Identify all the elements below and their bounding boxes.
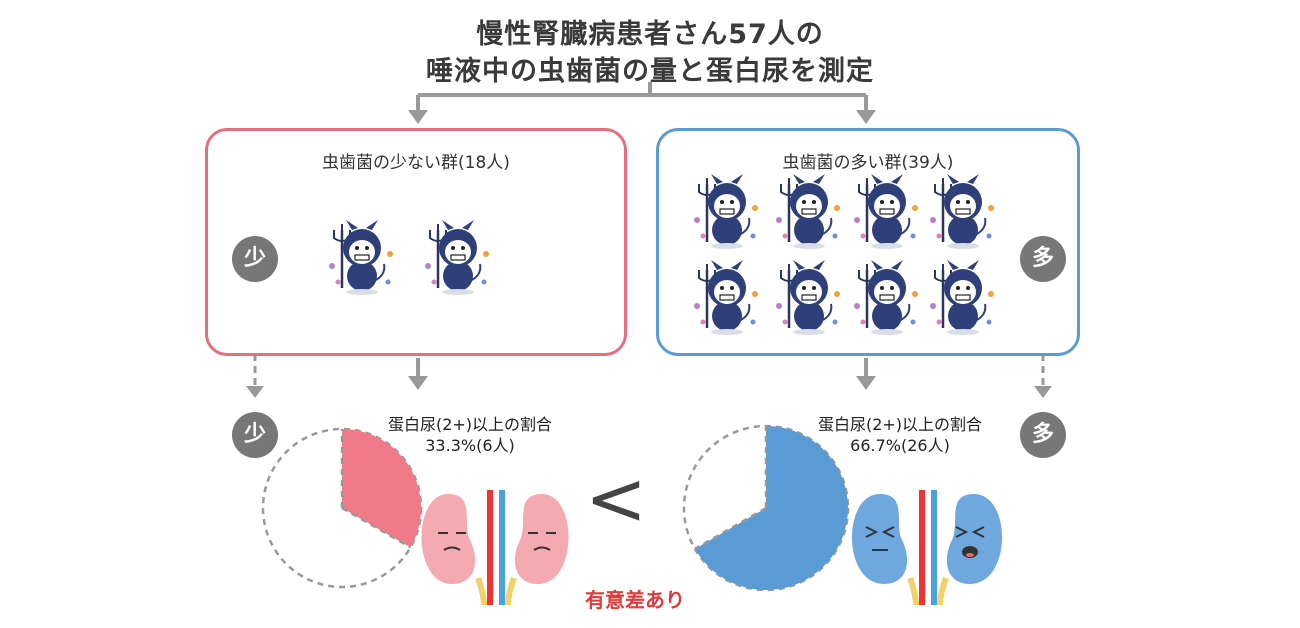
down-arrow-icon: [408, 376, 428, 390]
group-title-few: 虫歯菌の少ない群(18人): [322, 153, 510, 173]
down-arrow-icon: [246, 386, 264, 398]
ratio-few: 蛋白尿(2+)以上の割合 33.3%(6人): [370, 414, 570, 456]
badge-few-top: 少: [232, 236, 278, 282]
group-box-few: 虫歯菌の少ない群(18人): [205, 128, 627, 356]
title-line-2: 唾液中の虫歯菌の量と蛋白尿を測定: [426, 56, 874, 87]
pie-divider: [341, 506, 412, 549]
ratio-value-few: 33.3%(6人): [425, 436, 515, 455]
group-box-many: 虫歯菌の多い群(39人): [656, 128, 1080, 356]
pie-slice-highlight: [694, 426, 849, 590]
title-line-1: 慢性腎臓病患者さん57人の: [476, 19, 824, 50]
badge-many-top: 多: [1020, 236, 1066, 282]
pie-slice-highlight: [342, 429, 421, 548]
ratio-value-many: 66.7%(26人): [850, 436, 950, 455]
down-arrow-icon: [408, 110, 428, 124]
badge-many-bottom: 多: [1020, 412, 1066, 458]
pie-chart-many: [682, 424, 850, 592]
down-arrow-icon: [856, 110, 876, 124]
down-arrow-icon: [856, 376, 876, 390]
comparison-symbol: <: [585, 456, 648, 542]
top-connector: [416, 82, 868, 112]
kidney-sad-icon: [421, 490, 569, 606]
kidney-crying-icon: [851, 490, 1003, 606]
ratio-label-few: 蛋白尿(2+)以上の割合: [387, 415, 553, 434]
ratio-label-many: 蛋白尿(2+)以上の割合: [817, 415, 983, 434]
badge-few-bottom: 少: [232, 412, 278, 458]
pie-divider: [694, 506, 767, 550]
group-title-many: 虫歯菌の多い群(39人): [782, 153, 954, 173]
ratio-many: 蛋白尿(2+)以上の割合 66.7%(26人): [800, 414, 1000, 456]
significance-label: 有意差あり: [585, 588, 685, 612]
pie-chart-few: [261, 427, 423, 589]
down-arrow-icon: [1034, 386, 1052, 398]
